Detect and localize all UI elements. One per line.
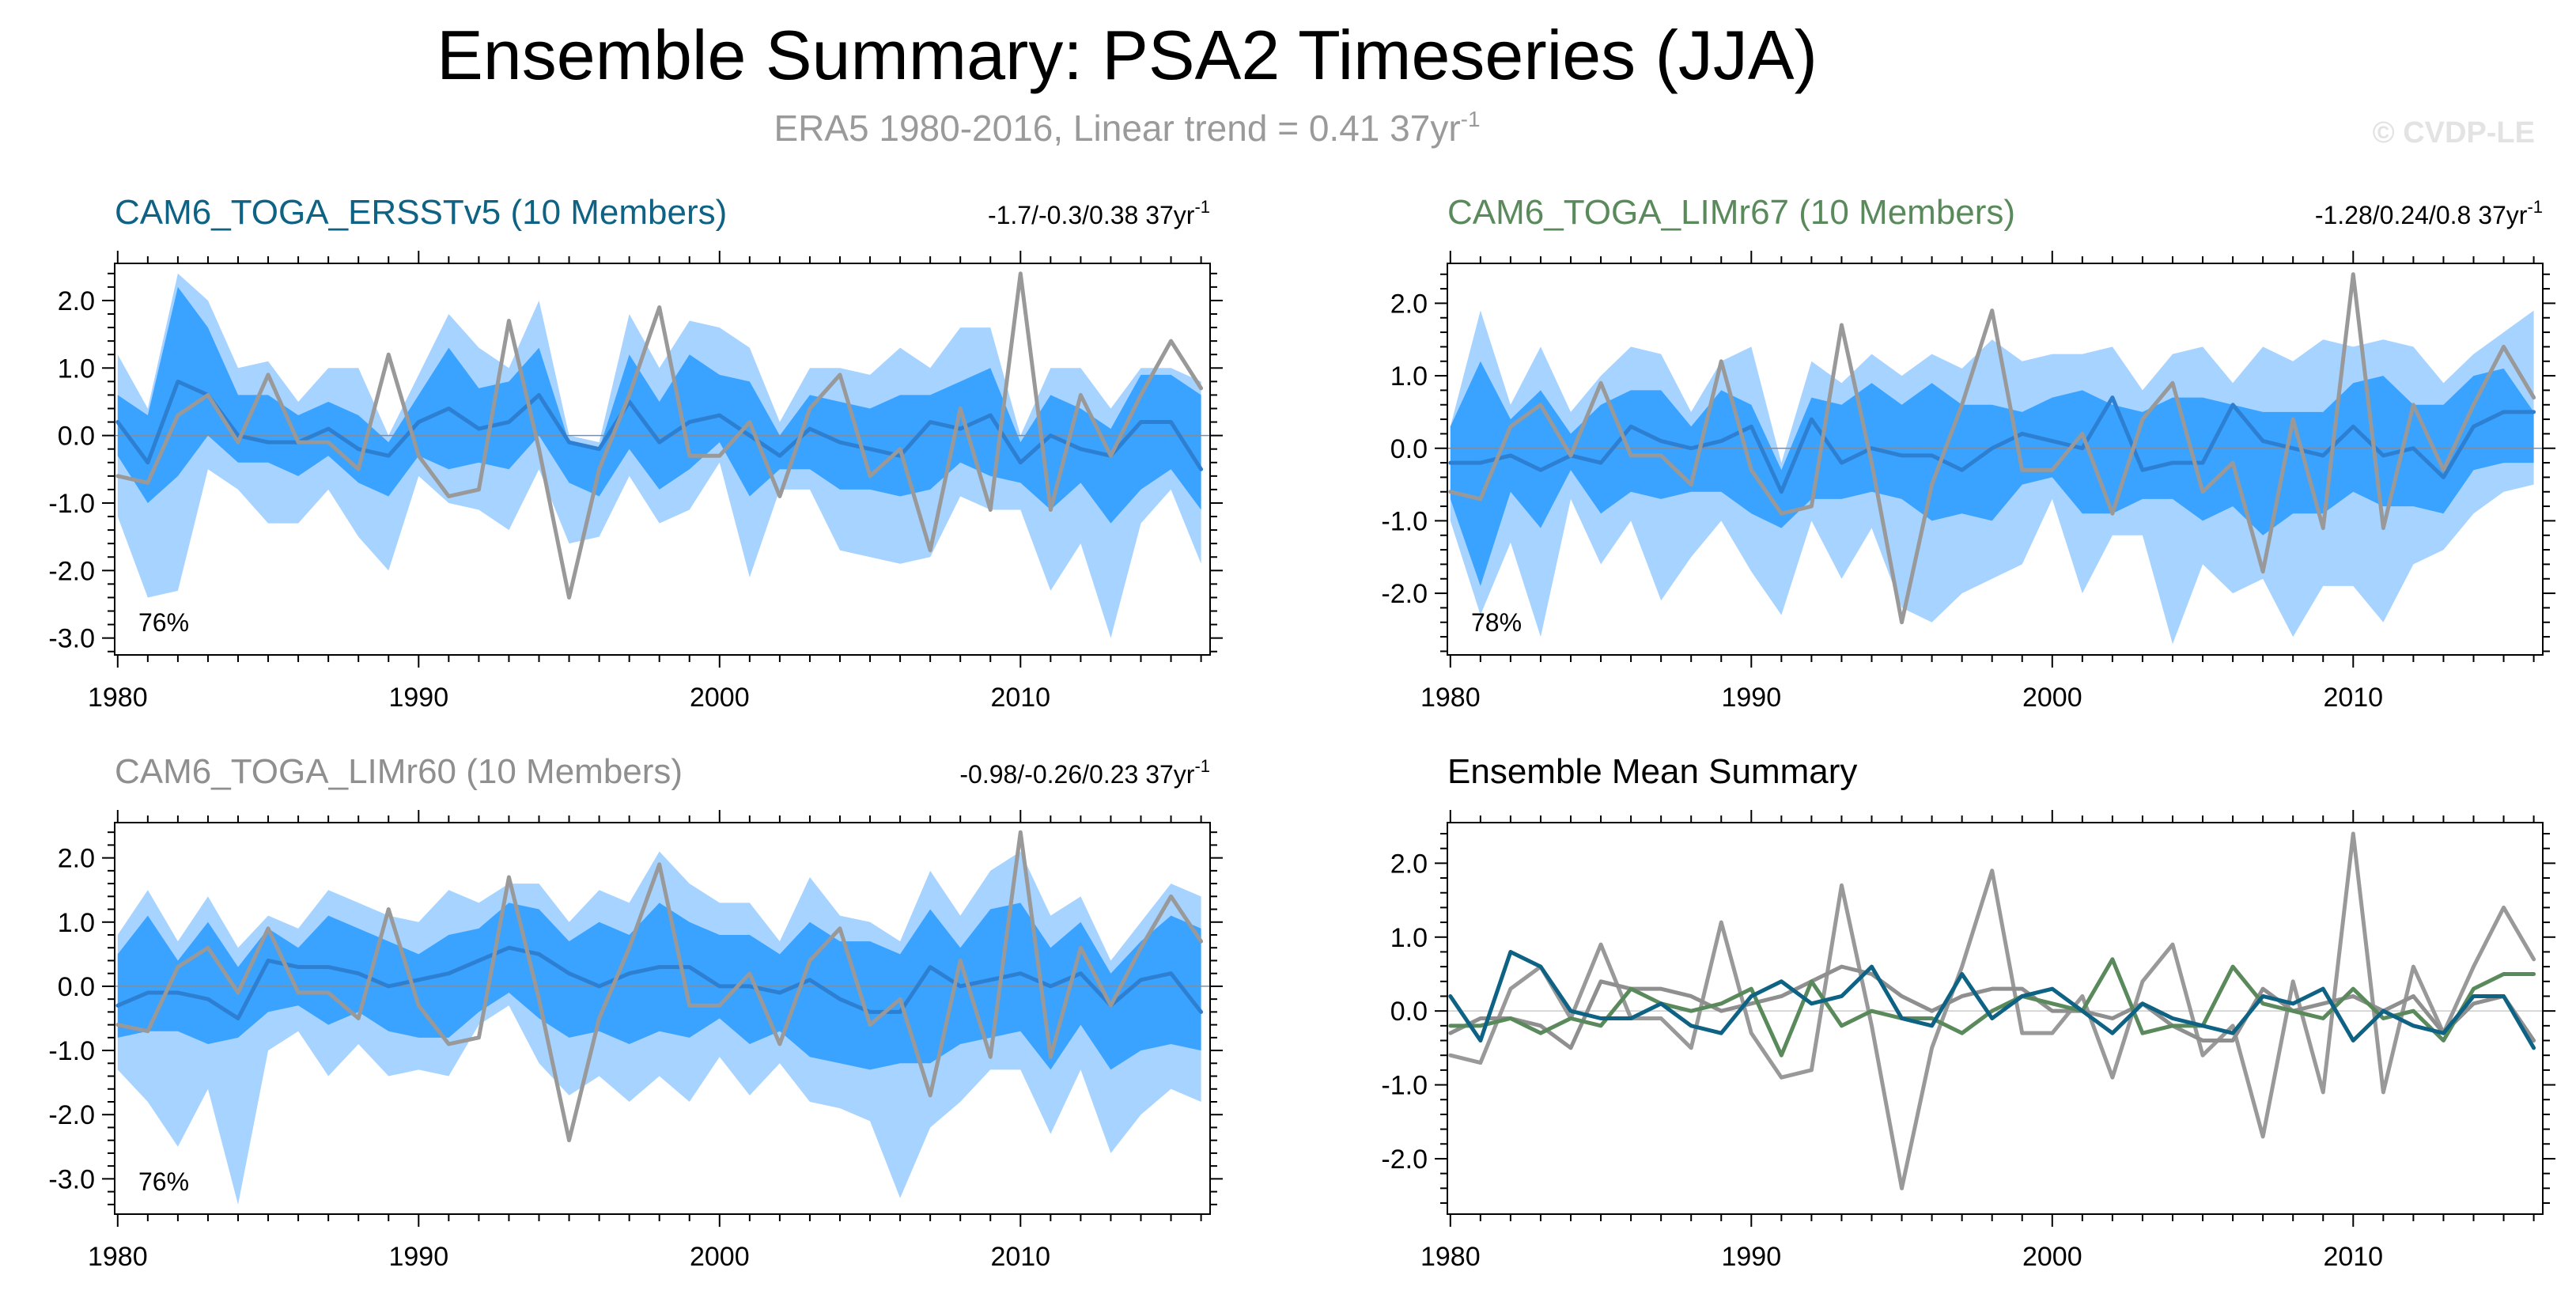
- y-tick-label: 0.0: [1390, 434, 1428, 464]
- y-tick-label: 1.0: [1390, 923, 1428, 953]
- plot-area: [115, 830, 1210, 1205]
- x-tick-label: 2010: [2323, 683, 2383, 713]
- y-tick-label: 1.0: [58, 354, 95, 384]
- y-tick-label: 1.0: [1390, 361, 1428, 392]
- panel-trend-text: -0.98/-0.26/0.23 37yr: [959, 760, 1194, 789]
- ensemble-mean-line: [1448, 395, 2536, 494]
- x-tick-label: 1990: [388, 1242, 448, 1272]
- spread-25-75-band: [117, 286, 1201, 524]
- y-tick-label: -2.0: [48, 556, 95, 586]
- plot-area: [1447, 831, 2543, 1190]
- panel-trend-stats: -0.98/-0.26/0.23 37yr-1: [959, 756, 1210, 789]
- figure-subtitle-exponent: -1: [1461, 107, 1481, 131]
- y-tick-label: -1.0: [1381, 1071, 1428, 1101]
- x-tick-label: 2000: [690, 1242, 750, 1272]
- plot-frame: [1447, 822, 2544, 1215]
- y-tick-label: -1.0: [1381, 506, 1428, 536]
- panel-trend-exponent: -1: [1194, 756, 1210, 776]
- watermark: © CVDP-LE: [2373, 116, 2535, 149]
- obs-era5-line: [1448, 272, 2536, 625]
- y-tick-label: 0.0: [58, 422, 95, 452]
- panel-title: CAM6_TOGA_LIMr67 (10 Members): [1447, 193, 2015, 232]
- x-tick-label: 2000: [2022, 683, 2082, 713]
- y-tick-label: -1.0: [48, 1036, 95, 1066]
- x-tick-label: 1990: [388, 683, 448, 713]
- figure-subtitle: ERA5 1980-2016, Linear trend = 0.41 37yr…: [774, 107, 1480, 149]
- x-tick-label: 1990: [1721, 1242, 1781, 1272]
- obs-era5-line: [115, 830, 1204, 1143]
- y-tick-label: -2.0: [48, 1100, 95, 1130]
- x-tick-label: 1980: [88, 1242, 148, 1272]
- x-tick-label: 2010: [2323, 1242, 2383, 1272]
- plot-area: [115, 271, 1210, 638]
- y-tick-label: -2.0: [1381, 579, 1428, 609]
- y-tick-label: 2.0: [1390, 849, 1428, 879]
- figure-subtitle-text: ERA5 1980-2016, Linear trend = 0.41 37yr: [774, 108, 1460, 149]
- spread-25-75-band: [1450, 361, 2534, 586]
- x-tick-label: 1980: [1420, 1242, 1481, 1272]
- x-tick-label: 1990: [1721, 683, 1781, 713]
- panel-ersstv5: CAM6_TOGA_ERSSTv5 (10 Members) -1.7/-0.3/…: [48, 193, 1223, 713]
- panel-trend-text: -1.28/0.24/0.8 37yr: [2315, 201, 2528, 229]
- y-tick-label: 0.0: [58, 972, 95, 1002]
- panel-title: CAM6_TOGA_LIMr60 (10 Members): [115, 752, 683, 791]
- panel-trend-stats: -1.7/-0.3/0.38 37yr-1: [988, 197, 1210, 229]
- plot-frame: [1447, 263, 2544, 656]
- series-line-cam6-toga-limr67: [1448, 957, 2536, 1058]
- y-tick-label: 2.0: [58, 286, 95, 316]
- y-tick-label: 2.0: [1390, 289, 1428, 319]
- y-tick-label: 2.0: [58, 844, 95, 874]
- panel-trend-exponent: -1: [2527, 197, 2543, 217]
- series-line-cam6-toga-ersstv5: [1448, 949, 2536, 1050]
- y-tick-label: 1.0: [58, 908, 95, 938]
- ensemble-mean-line: [115, 945, 1204, 1020]
- y-tick-label: -3.0: [48, 1164, 95, 1194]
- panel-limr67: CAM6_TOGA_LIMr67 (10 Members) -1.28/0.24/…: [1381, 193, 2555, 713]
- panel-trend-text: -1.7/-0.3/0.38 37yr: [988, 201, 1195, 229]
- percent-label: 76%: [138, 1167, 189, 1196]
- y-tick-label: -1.0: [48, 489, 95, 519]
- panel-trend-exponent: -1: [1194, 197, 1210, 217]
- panel-trend-stats: -1.28/0.24/0.8 37yr-1: [2315, 197, 2543, 229]
- figure-title: Ensemble Summary: PSA2 Timeseries (JJA): [437, 16, 1818, 94]
- panel-title: Ensemble Mean Summary: [1447, 752, 1857, 791]
- percent-label: 78%: [1471, 608, 1522, 637]
- plot-area: [1447, 272, 2543, 645]
- panel-limr60: CAM6_TOGA_LIMr60 (10 Members) -0.98/-0.26…: [48, 752, 1223, 1272]
- x-tick-label: 1980: [1420, 683, 1481, 713]
- x-tick-label: 2000: [690, 683, 750, 713]
- x-tick-label: 1980: [88, 683, 148, 713]
- plot-frame: [114, 822, 1211, 1215]
- y-tick-label: 0.0: [1390, 997, 1428, 1027]
- x-tick-label: 2010: [990, 1242, 1050, 1272]
- panel-title: CAM6_TOGA_ERSSTv5 (10 Members): [115, 193, 727, 232]
- y-tick-label: -3.0: [48, 624, 95, 654]
- y-tick-label: -2.0: [1381, 1145, 1428, 1175]
- x-tick-label: 2000: [2022, 1242, 2082, 1272]
- obs-era5-line: [115, 271, 1204, 600]
- plot-frame: [114, 263, 1211, 656]
- x-tick-label: 2010: [990, 683, 1050, 713]
- percent-label: 76%: [138, 608, 189, 637]
- panel-ensemble-mean-summary: Ensemble Mean Summary 2.0 1.0 0.0 -1.0 -2.0 19…: [1381, 752, 2555, 1272]
